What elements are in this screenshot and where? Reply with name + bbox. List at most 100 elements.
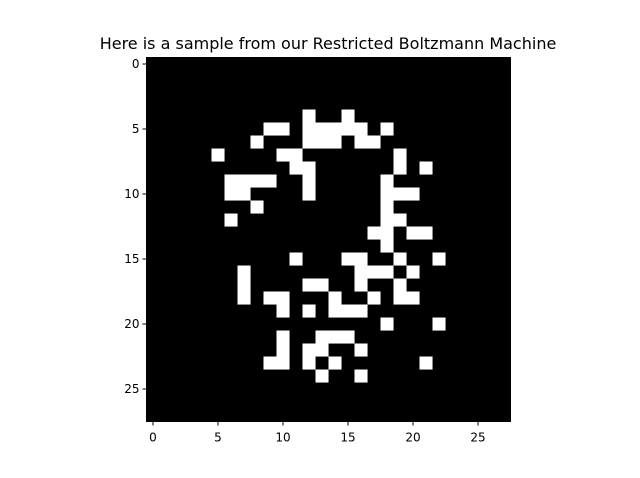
heatmap-cell (380, 265, 394, 279)
heatmap-cell (289, 148, 303, 162)
heatmap-cell (302, 174, 316, 188)
heatmap-cell (315, 122, 329, 136)
y-tick-label: 25 (124, 382, 139, 396)
heatmap-cell (315, 330, 329, 344)
heatmap-cell (354, 343, 368, 357)
x-tick-label: 15 (340, 431, 355, 445)
heatmap-cell (367, 135, 381, 149)
heatmap-cell (380, 317, 394, 331)
y-tick-label: 20 (124, 317, 139, 331)
x-tick-label: 5 (214, 431, 222, 445)
heatmap-cell (315, 135, 329, 149)
heatmap-cell (263, 291, 277, 305)
heatmap-cell (250, 200, 264, 214)
heatmap-cell (341, 304, 355, 318)
heatmap-cell (302, 135, 316, 149)
heatmap-cell (380, 187, 394, 201)
heatmap-cell (302, 161, 316, 175)
plot-area (146, 57, 511, 422)
heatmap-cell (354, 265, 368, 279)
heatmap-cell (354, 122, 368, 136)
heatmap-cell (328, 291, 342, 305)
heatmap-cell (393, 291, 407, 305)
heatmap-cell (328, 122, 342, 136)
heatmap-cell (224, 187, 238, 201)
heatmap-cell (237, 265, 251, 279)
y-tick-label: 10 (124, 187, 139, 201)
heatmap-cell (302, 122, 316, 136)
heatmap-cell (211, 148, 225, 162)
heatmap-cell (276, 304, 290, 318)
heatmap-cell (393, 278, 407, 292)
heatmap-cell (302, 343, 316, 357)
x-tick-label: 20 (405, 431, 420, 445)
heatmap-cell (250, 135, 264, 149)
heatmap-cell (380, 239, 394, 253)
heatmap-cell (341, 122, 355, 136)
heatmap-cell (328, 304, 342, 318)
heatmap-cell (393, 161, 407, 175)
heatmap-cell (224, 174, 238, 188)
y-tick-label: 5 (132, 122, 140, 136)
heatmap-cell (380, 213, 394, 227)
heatmap-cell (341, 109, 355, 123)
heatmap-cell (354, 135, 368, 149)
y-tick-label: 0 (132, 57, 140, 71)
heatmap-cell (302, 187, 316, 201)
heatmap-cell (328, 330, 342, 344)
heatmap-cell (263, 356, 277, 370)
heatmap-cell (276, 343, 290, 357)
heatmap-cell (302, 278, 316, 292)
heatmap-cell (276, 330, 290, 344)
heatmap-cell (406, 291, 420, 305)
heatmap-cell (406, 187, 420, 201)
y-axis: 0 5 10 15 20 25 (124, 57, 147, 396)
heatmap-cell (367, 226, 381, 240)
heatmap-cell (315, 369, 329, 383)
heatmap-cell (341, 330, 355, 344)
heatmap-cell (315, 343, 329, 357)
heatmap-cell (406, 226, 420, 240)
heatmap-cell (367, 265, 381, 279)
heatmap-cell (380, 122, 394, 136)
heatmap-cell (237, 174, 251, 188)
heatmap-cell (302, 356, 316, 370)
heatmap-cell (419, 226, 433, 240)
heatmap-cell (250, 174, 264, 188)
y-tick-label: 15 (124, 252, 139, 266)
x-axis: 0 5 10 15 20 25 (149, 421, 486, 445)
plot-frame (146, 57, 511, 422)
heatmap-cell (276, 291, 290, 305)
heatmap-cell (419, 161, 433, 175)
heatmap-cell (289, 252, 303, 266)
heatmap-cell (328, 135, 342, 149)
heatmap-cell (354, 304, 368, 318)
heatmap-cell (380, 200, 394, 214)
heatmap-cell (315, 278, 329, 292)
heatmap-cell (354, 252, 368, 266)
heatmap-cell (237, 291, 251, 305)
heatmap-cell (393, 213, 407, 227)
heatmap-cell (302, 109, 316, 123)
heatmap-cell (432, 252, 446, 266)
heatmap-cell (276, 356, 290, 370)
heatmap-cell (263, 122, 277, 136)
heatmap-cell (406, 265, 420, 279)
heatmap-cell (224, 213, 238, 227)
heatmap-cell (341, 252, 355, 266)
heatmap-cell (380, 174, 394, 188)
chart-title: Here is a sample from our Restricted Bol… (100, 34, 557, 53)
heatmap-cell (276, 148, 290, 162)
heatmap-cell (380, 226, 394, 240)
x-tick-label: 0 (149, 431, 157, 445)
heatmap-cell (354, 369, 368, 383)
heatmap-cell (393, 148, 407, 162)
heatmap-cell (328, 356, 342, 370)
heatmap-cell (432, 317, 446, 331)
heatmap-cell (419, 356, 433, 370)
x-tick-label: 10 (275, 431, 290, 445)
heatmap-cell (237, 187, 251, 201)
heatmap-cell (393, 187, 407, 201)
